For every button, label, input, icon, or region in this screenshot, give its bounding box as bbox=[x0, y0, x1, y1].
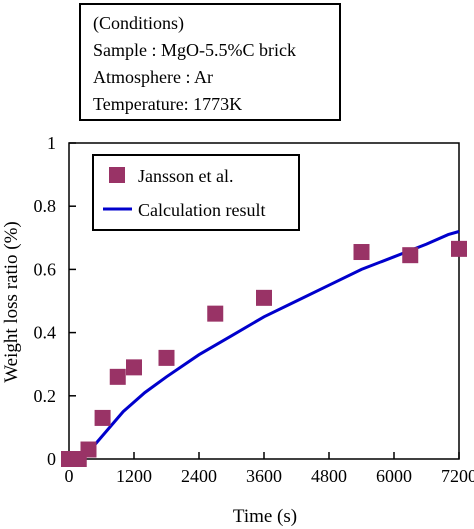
x-tick-label: 4800 bbox=[311, 466, 347, 486]
data-point-marker bbox=[126, 359, 142, 376]
conditions-box: (Conditions) Sample : MgO-5.5%C brick At… bbox=[79, 3, 341, 121]
data-point-marker bbox=[256, 289, 272, 306]
data-markers bbox=[61, 240, 467, 467]
y-tick-label: 1 bbox=[47, 133, 56, 153]
data-point-marker bbox=[451, 240, 467, 257]
condition-atmosphere: Atmosphere : Ar bbox=[93, 67, 213, 87]
legend-label-calculation: Calculation result bbox=[138, 200, 265, 220]
x-tick-label: 3600 bbox=[246, 466, 282, 486]
y-tick-label: 0.8 bbox=[34, 196, 57, 216]
x-tick-label: 2400 bbox=[181, 466, 217, 486]
legend-marker-icon bbox=[109, 167, 125, 183]
axis-ticks: 0 1200 2400 3600 4800 6000 7200 0 0.2 0.4 0.6 0.8 1 bbox=[34, 133, 474, 486]
y-tick-label: 0.4 bbox=[34, 323, 57, 343]
y-axis-label: Weight loss ratio (%) bbox=[1, 221, 22, 383]
x-tick-label: 6000 bbox=[376, 466, 412, 486]
legend-label-jansson: Jansson et al. bbox=[138, 166, 233, 186]
x-axis-label: Time (s) bbox=[233, 506, 297, 527]
x-tick-label: 0 bbox=[65, 466, 74, 486]
data-point-marker bbox=[80, 441, 97, 458]
condition-sample: Sample : MgO-5.5%C brick bbox=[93, 40, 296, 60]
y-tick-label: 0.6 bbox=[34, 259, 57, 279]
legend: Jansson et al. Calculation result bbox=[92, 154, 300, 231]
legend-box bbox=[92, 154, 300, 231]
x-tick-label: 7200 bbox=[441, 466, 474, 486]
data-point-marker bbox=[158, 349, 175, 366]
data-point-marker bbox=[207, 305, 224, 322]
calculation-curve-group bbox=[68, 230, 460, 461]
condition-temperature: Temperature: 1773K bbox=[93, 94, 243, 114]
data-point-marker bbox=[109, 368, 126, 385]
y-tick-label: 0 bbox=[47, 449, 56, 469]
y-tick-label: 0.2 bbox=[34, 386, 57, 406]
x-tick-label: 1200 bbox=[116, 466, 152, 486]
data-point-marker bbox=[353, 244, 370, 261]
calculation-curve bbox=[68, 230, 460, 461]
data-point-marker bbox=[94, 409, 111, 426]
conditions-title: (Conditions) bbox=[93, 13, 185, 33]
data-point-marker bbox=[402, 247, 419, 264]
